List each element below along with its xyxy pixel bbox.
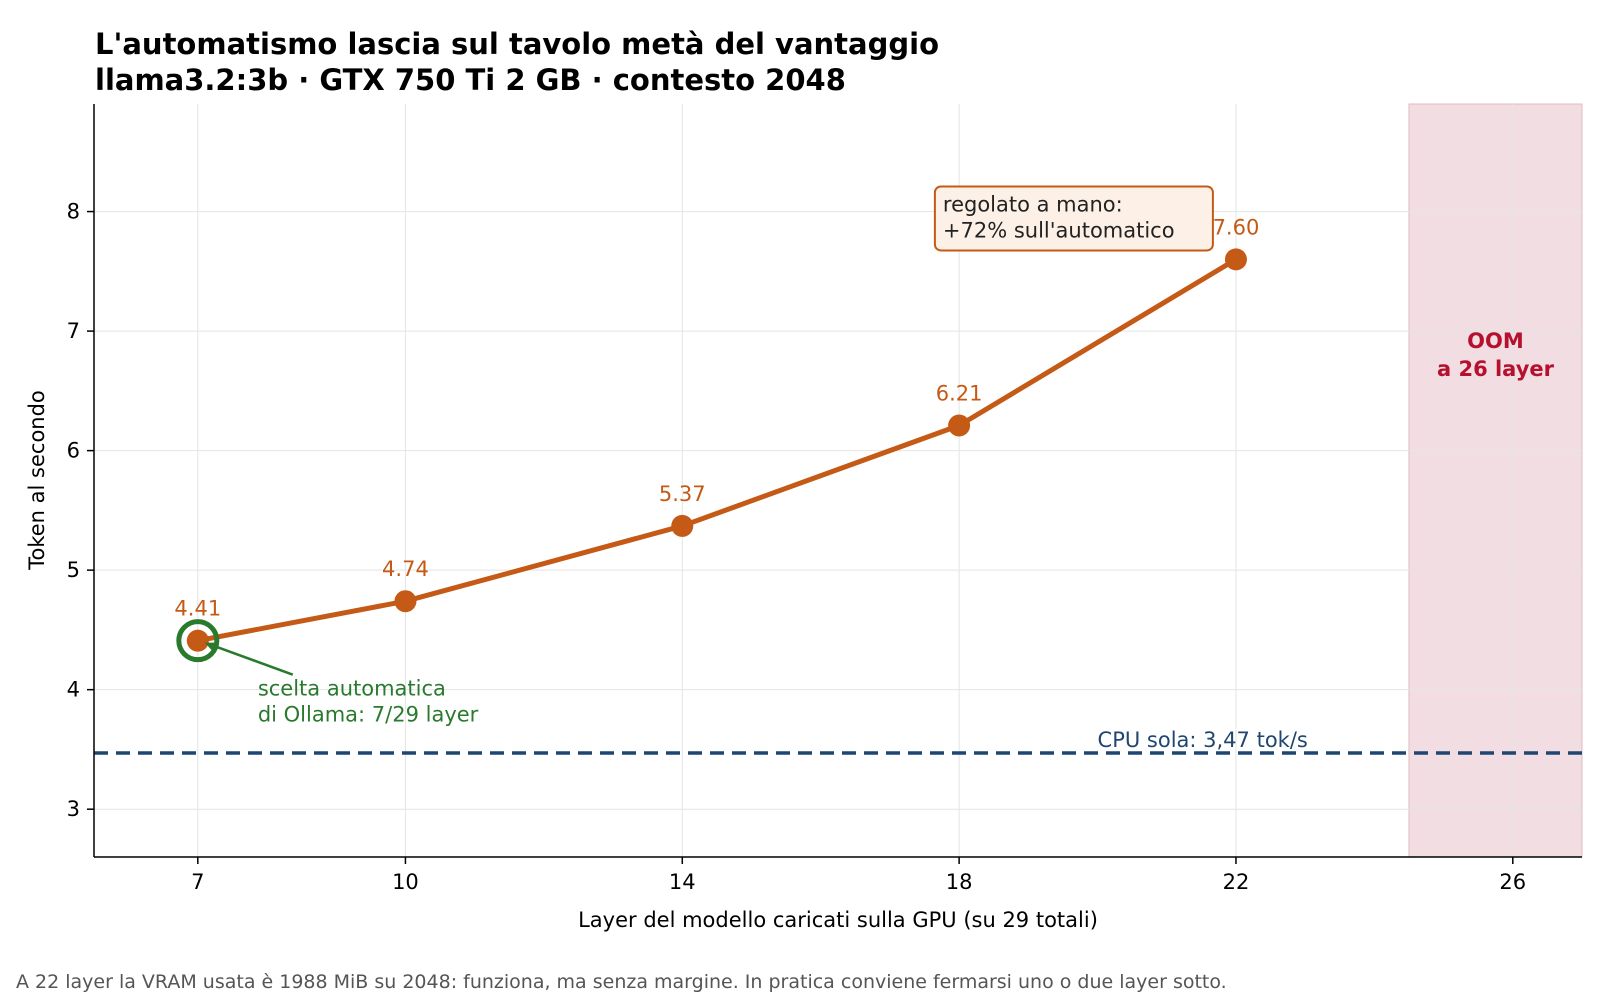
- manual-annotation-line1: regolato a mano:: [943, 192, 1123, 216]
- grid: [94, 104, 1582, 857]
- oom-label-line1: OOM: [1467, 329, 1524, 353]
- data-points: [186, 248, 1247, 652]
- y-tick-label: 4: [67, 678, 80, 702]
- x-tick-label: 26: [1499, 870, 1526, 894]
- y-tick-label: 6: [67, 439, 80, 463]
- data-labels: 4.41 4.74 5.37 6.21 7.60: [174, 215, 1259, 620]
- x-tick-label: 7: [191, 870, 204, 894]
- y-axis-label: Token al secondo: [25, 390, 49, 571]
- data-label: 5.37: [659, 482, 706, 506]
- data-point: [671, 514, 694, 537]
- data-point: [394, 590, 417, 613]
- x-tick-label: 22: [1223, 870, 1250, 894]
- data-point: [1224, 248, 1247, 271]
- manual-annotation-line2: +72% sull'automatico: [943, 218, 1175, 242]
- auto-choice-arrowhead: [204, 642, 219, 653]
- x-ticks: 7 10 14 18 22 26: [191, 857, 1526, 894]
- series-line: [197, 257, 1238, 644]
- auto-choice-line1: scelta automatica: [258, 677, 446, 701]
- oom-region: [1408, 103, 1583, 858]
- auto-choice-arrow: [207, 642, 294, 676]
- chart-subtitle: llama3.2:3b · GTX 750 Ti 2 GB · contesto…: [95, 63, 846, 97]
- y-tick-label: 3: [67, 797, 80, 821]
- footer-note: A 22 layer la VRAM usata è 1988 MiB su 2…: [16, 971, 1227, 993]
- y-tick-label: 8: [67, 200, 80, 224]
- data-point: [948, 414, 971, 437]
- y-ticks: 3 4 5 6 7 8: [67, 200, 94, 821]
- x-tick-label: 10: [392, 870, 419, 894]
- oom-label-line2: a 26 layer: [1437, 357, 1555, 381]
- auto-choice-line2: di Ollama: 7/29 layer: [258, 703, 479, 727]
- x-axis-label: Layer del modello caricati sulla GPU (su…: [578, 908, 1098, 932]
- x-tick-label: 18: [946, 870, 973, 894]
- x-tick-label: 14: [669, 870, 696, 894]
- y-tick-label: 5: [67, 558, 80, 582]
- y-tick-label: 7: [67, 319, 80, 343]
- data-label: 4.41: [174, 597, 221, 621]
- manual-annotation-box: [933, 185, 1214, 252]
- cpu-baseline-label: CPU sola: 3,47 tok/s: [1098, 728, 1308, 752]
- data-label: 4.74: [382, 557, 429, 581]
- data-label: 6.21: [936, 382, 983, 406]
- chart-title: L'automatismo lascia sul tavolo metà del…: [95, 27, 939, 61]
- auto-choice-ring: [176, 619, 220, 663]
- data-point: [186, 629, 209, 652]
- data-label: 7.60: [1213, 215, 1260, 239]
